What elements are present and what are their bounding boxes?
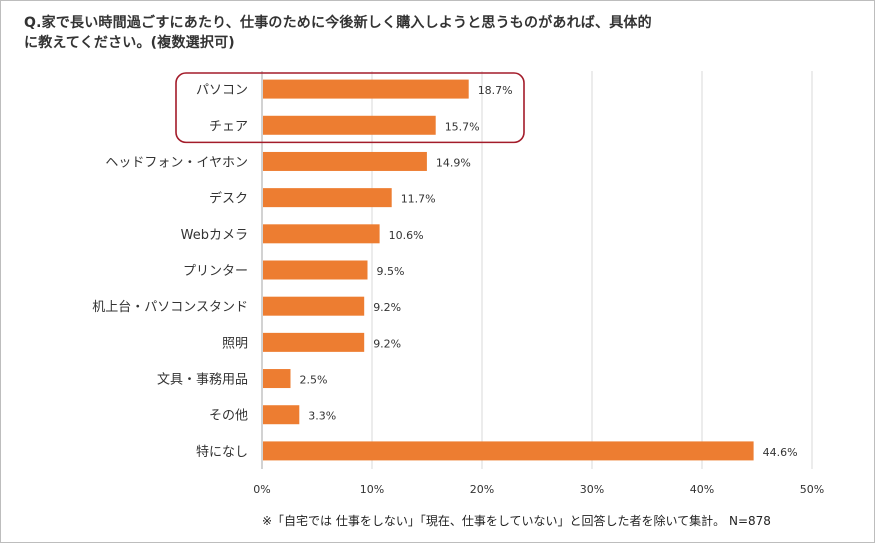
value-label: 3.3% xyxy=(308,410,336,423)
x-tick-label: 30% xyxy=(580,483,604,496)
category-label: 特になし xyxy=(196,445,248,460)
bar xyxy=(263,260,368,280)
value-label: 14.9% xyxy=(436,156,471,169)
x-tick-label: 40% xyxy=(690,483,714,496)
category-label: チェア xyxy=(209,119,248,134)
bar xyxy=(263,332,365,352)
x-tick-label: 10% xyxy=(360,483,384,496)
category-label: 机上台・パソコンスタンド xyxy=(92,300,248,315)
bar xyxy=(263,115,436,135)
value-label: 9.5% xyxy=(377,265,405,278)
category-label: パソコン xyxy=(196,83,248,98)
category-label: 照明 xyxy=(222,336,248,351)
category-label: 文具・事務用品 xyxy=(157,373,248,388)
footnote: ※「自宅では 仕事をしない」「現在、仕事をしていない」と回答した者を除いて集計。… xyxy=(262,514,771,528)
value-label: 44.6% xyxy=(763,446,798,459)
bar xyxy=(263,296,365,316)
bar xyxy=(263,188,392,208)
bar xyxy=(263,224,380,244)
chart-title: Q.家で長い時間過ごすにあたり、仕事のために今後新しく購入しようと思うものがあれ… xyxy=(24,15,652,51)
value-label: 11.7% xyxy=(401,193,436,206)
highlight-box xyxy=(175,72,525,144)
value-label: 9.2% xyxy=(373,337,401,350)
category-label: その他 xyxy=(209,409,248,424)
category-label: プリンター xyxy=(183,264,248,279)
x-axis: 0% 10% 20% 30% 40% 50% xyxy=(253,483,824,496)
x-tick-label: 50% xyxy=(800,483,824,496)
grid-lines xyxy=(261,71,813,469)
bar xyxy=(263,79,469,99)
x-tick-label: 20% xyxy=(470,483,494,496)
category-label: ヘッドフォン・イヤホン xyxy=(105,155,248,170)
bar xyxy=(263,369,291,389)
bar xyxy=(263,441,754,461)
value-label: 2.5% xyxy=(300,374,328,387)
value-label: 18.7% xyxy=(478,84,513,97)
x-tick-label: 0% xyxy=(253,483,270,496)
value-label: 9.2% xyxy=(373,301,401,314)
bar xyxy=(263,405,300,425)
category-label: デスク xyxy=(209,191,248,207)
bars xyxy=(263,79,754,461)
bar xyxy=(263,151,427,171)
category-label: Webカメラ xyxy=(181,228,248,243)
labels: パソコン 18.7% チェア 15.7% ヘッドフォン・イヤホン 14.9% デスク 11.7… xyxy=(92,83,797,460)
value-label: 15.7% xyxy=(445,120,480,133)
value-label: 10.6% xyxy=(389,229,424,242)
